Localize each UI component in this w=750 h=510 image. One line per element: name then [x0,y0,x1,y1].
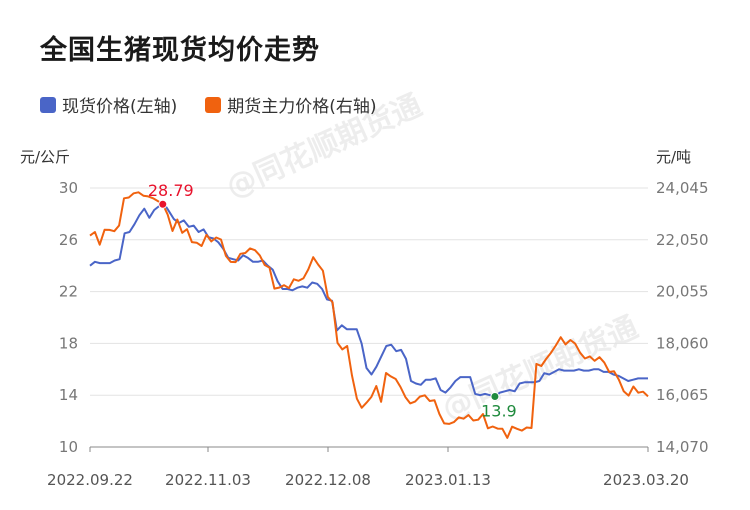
y-right-tick-label: 22,050 [656,231,709,249]
y-left-tick-label: 14 [59,386,78,404]
x-tick-label: 2022.11.03 [165,471,251,489]
watermark-text: @同花顺期货通 [437,310,643,427]
y-right-tick-label: 16,065 [656,386,709,404]
y-right-tick-label: 24,045 [656,179,709,197]
x-tick-label: 2022.09.22 [47,471,133,489]
y-left-tick-label: 30 [59,179,78,197]
legend-swatch-spot [40,96,56,113]
legend-label-spot: 现货价格(左轴) [62,97,178,117]
legend-swatch-futures [205,96,222,113]
x-tick-label: 2023.01.13 [405,471,491,489]
y-left-tick-label: 26 [59,231,78,249]
series-line-futures [89,191,649,439]
x-tick-label: 2023.03.20 [603,471,689,489]
x-tick-label: 2022.12.08 [285,471,371,489]
annotation-label-high: 28.79 [148,181,194,200]
legend-item-futures[interactable]: 期货主力价格(右轴) [205,92,377,117]
chart-title: 全国生猪现货均价走势 [40,35,320,66]
y-right-tick-label: 14,070 [656,438,709,456]
annotation-point-high [158,199,168,209]
annotation-label-low: 13.9 [481,401,517,420]
y-left-tick-label: 10 [59,438,78,456]
y-right-tick-label: 20,055 [656,283,709,301]
y-right-tick-label: 18,060 [656,334,709,352]
y-left-tick-label: 22 [59,283,78,301]
annotation-point-low [490,391,500,401]
y-left-unit: 元/公斤 [20,148,70,166]
legend-item-spot[interactable]: 现货价格(左轴) [40,92,177,117]
legend: 现货价格(左轴) 期货主力价格(右轴) [40,92,377,117]
series-line-spot [89,202,648,398]
y-right-unit: 元/吨 [656,148,691,166]
legend-label-futures: 期货主力价格(右轴) [227,97,377,117]
y-left-tick-label: 18 [59,334,78,352]
